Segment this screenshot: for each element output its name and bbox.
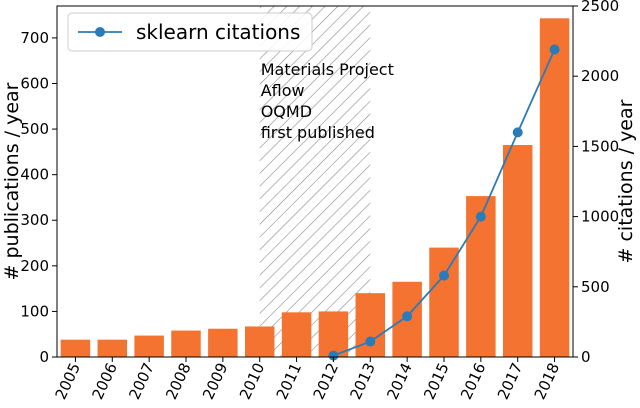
legend-label: sklearn citations	[136, 20, 300, 44]
legend-marker	[95, 27, 105, 37]
x-tick-label: 2010	[236, 360, 268, 402]
citations-point-2014	[402, 311, 413, 322]
citations-point-2018	[549, 44, 560, 55]
y-tick-label: 200	[20, 257, 49, 275]
x-tick-label: 2008	[162, 360, 194, 402]
bar-2008	[171, 330, 201, 357]
bar-2010	[244, 326, 275, 357]
bar-2011	[281, 312, 312, 357]
citations-point-2012	[328, 350, 339, 361]
x-tick-label: 2014	[383, 360, 415, 402]
plot-frame	[56, 5, 574, 358]
x-tick-label: 2006	[88, 360, 120, 402]
bar-2009	[208, 328, 238, 357]
x-tick-label: 2007	[125, 360, 157, 402]
y-tick-label: 300	[20, 211, 49, 229]
bar-2006	[97, 339, 128, 357]
citations-point-2013	[365, 336, 376, 347]
citations-point-2015	[439, 270, 449, 281]
x-tick-label: 2017	[494, 360, 526, 402]
x-tick-label: 2005	[52, 360, 84, 402]
x-tick-label: 2018	[531, 360, 563, 402]
annotation-line: first published	[261, 123, 375, 142]
shaded-region	[259, 6, 371, 357]
y-right-axis-title: # citations / year	[615, 99, 637, 263]
x-tick-label: 2012	[310, 360, 342, 402]
y-right-tick-label: 500	[581, 278, 610, 296]
bar-2005	[60, 339, 91, 357]
y-right-tick-label: 0	[581, 348, 591, 366]
y-tick-label: 100	[20, 302, 49, 320]
annotation-line: OQMD	[261, 102, 312, 121]
legend-box	[67, 12, 313, 52]
x-tick-label: 2013	[346, 360, 378, 402]
citations-point-2016	[475, 211, 486, 222]
annotation-line: Aflow	[261, 81, 305, 100]
x-tick-label: 2016	[457, 360, 489, 402]
bar-2018	[539, 18, 570, 357]
y-right-tick-label: 1500	[581, 137, 619, 155]
y-axis-title: # publications / year	[1, 82, 23, 280]
y-tick-label: 400	[20, 166, 49, 184]
y-tick-label: 0	[39, 348, 49, 366]
citations-point-2017	[512, 127, 523, 138]
y-tick-label: 500	[20, 120, 49, 138]
bar-2015	[429, 247, 459, 357]
annotation-line: Materials Project	[261, 60, 394, 79]
y-right-tick-label: 2000	[581, 67, 619, 85]
bar-2013	[355, 293, 386, 357]
x-tick-label: 2011	[273, 360, 305, 402]
bar-2016	[466, 196, 496, 357]
x-tick-label: 2015	[420, 360, 452, 402]
bar-2012	[318, 311, 349, 357]
y-right-tick-label: 1000	[581, 208, 619, 226]
x-tick-label: 2009	[199, 360, 231, 402]
y-tick-label: 600	[20, 74, 49, 92]
y-right-tick-label: 2500	[581, 0, 619, 15]
bar-2017	[502, 145, 533, 357]
y-tick-label: 700	[20, 29, 49, 47]
bar-2007	[134, 335, 164, 357]
